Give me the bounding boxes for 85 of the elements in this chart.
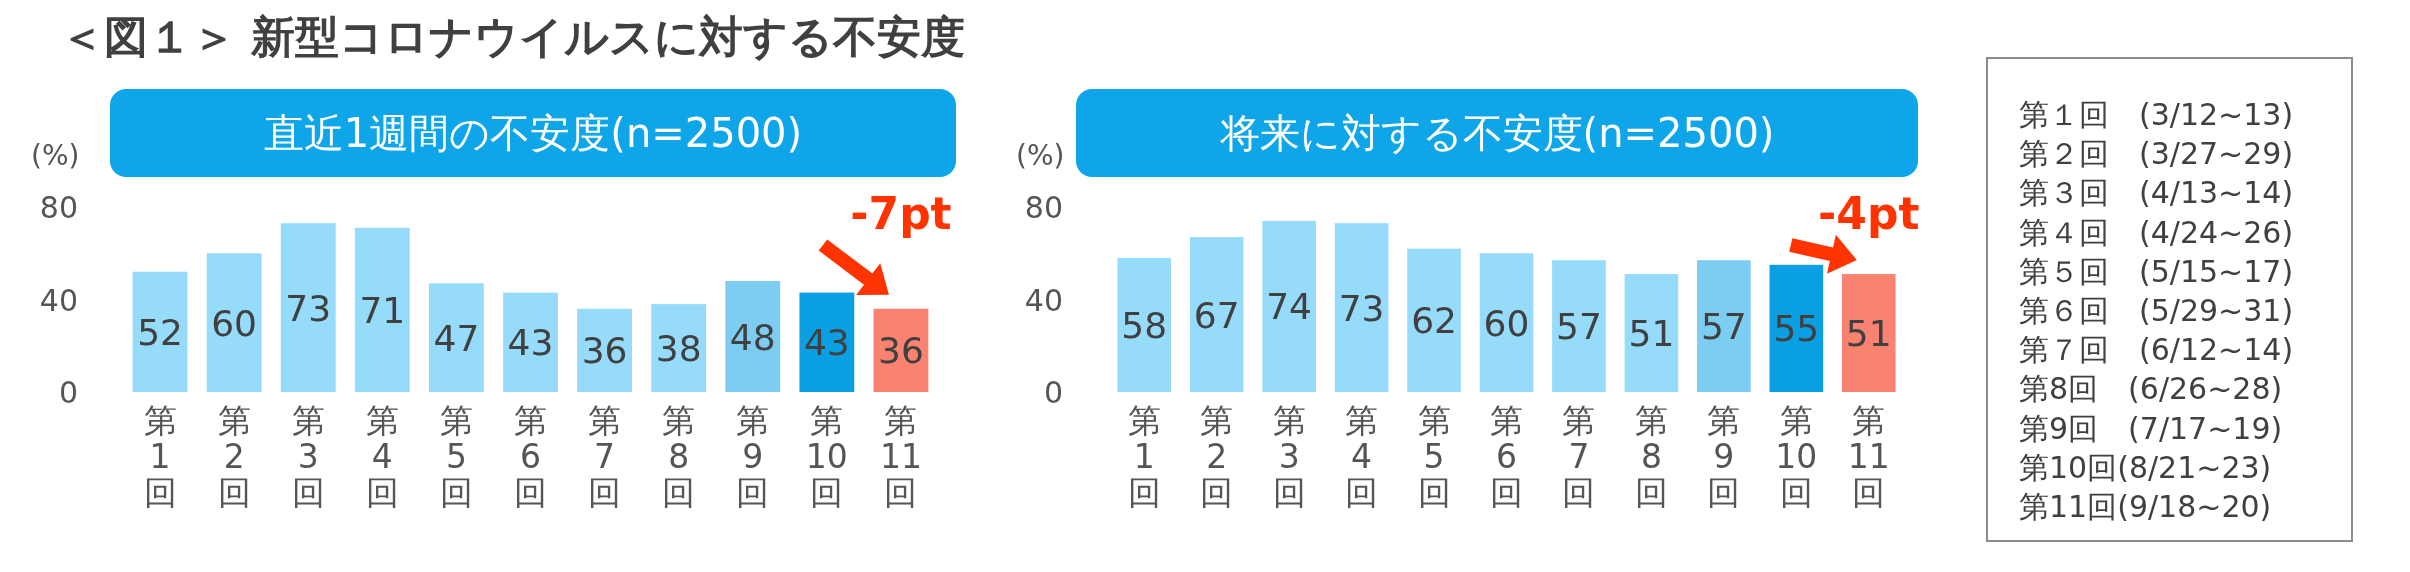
bar (1624, 274, 1679, 392)
x-tick-label: 第4回 (1345, 401, 1379, 512)
x-tick-label: 第11回 (879, 401, 922, 512)
y-tick-label: 80 (1024, 190, 1063, 225)
data-label: 36 (581, 330, 628, 372)
data-label: 57 (1700, 306, 1747, 348)
y-tick-label: 0 (1043, 375, 1063, 410)
data-label: 43 (803, 322, 850, 364)
bar (1262, 220, 1316, 392)
bar (354, 227, 410, 392)
y-tick-label: 40 (39, 282, 78, 318)
text: 第8回 (6/26~28) (2019, 371, 2283, 407)
data-label: 55 (1773, 308, 1820, 350)
data-label: 57 (1556, 306, 1602, 348)
x-tick-label: 第3回 (1272, 401, 1306, 512)
x-tick-label: 第1回 (1127, 401, 1161, 512)
annotation: -4pt (1818, 188, 1920, 239)
bar (1697, 260, 1751, 392)
bar (1479, 253, 1534, 392)
bar (132, 271, 188, 392)
text: 第11回(9/18~20) (2019, 489, 2272, 524)
data-label: 73 (285, 287, 332, 329)
bar (1189, 237, 1244, 392)
x-tick-label: 第7回 (588, 401, 622, 512)
x-tick-label: 第10回 (805, 401, 848, 512)
bar (206, 253, 262, 392)
bar (1334, 223, 1389, 392)
data-label: 74 (1266, 286, 1313, 328)
x-tick-label: 第8回 (662, 401, 696, 512)
bar (725, 281, 781, 392)
text: 第４回 (4/24~26) (2019, 214, 2294, 250)
data-label: 47 (433, 317, 480, 359)
data-label: 51 (1628, 313, 1675, 355)
x-tick-label: 第2回 (217, 401, 251, 512)
data-label: 62 (1411, 300, 1457, 342)
bar (1407, 248, 1461, 392)
data-label: 48 (729, 316, 776, 358)
data-label: 36 (878, 330, 924, 372)
data-label: 60 (211, 302, 258, 344)
y-tick-label: 40 (1024, 282, 1063, 318)
x-tick-label: 第10回 (1775, 401, 1818, 512)
data-label: 51 (1845, 313, 1892, 355)
x-tick-label: 第11回 (1847, 401, 1890, 512)
y-tick-label: 0 (58, 375, 78, 410)
y-axis-title: (%) (31, 139, 80, 172)
x-tick-label: 第6回 (1490, 401, 1523, 512)
bar (280, 223, 336, 392)
x-tick-label: 第4回 (365, 401, 399, 512)
x-tick-label: 第2回 (1200, 401, 1234, 512)
x-tick-label: 第3回 (291, 401, 325, 512)
data-label: 58 (1121, 304, 1168, 346)
annotation: -7pt (850, 188, 952, 239)
bar (1117, 257, 1172, 392)
x-tick-label: 第5回 (1417, 401, 1451, 512)
data-label: 43 (507, 322, 554, 364)
x-tick-label: 第5回 (439, 401, 473, 512)
x-tick-label: 第1回 (143, 401, 177, 512)
text: 第５回 (5/15~17) (2019, 253, 2294, 289)
x-tick-label: 第7回 (1562, 401, 1596, 512)
text: 第9回 (7/17~19) (2019, 410, 2283, 446)
data-label: 38 (655, 328, 702, 370)
bar (1841, 274, 1896, 392)
data-label: 60 (1483, 302, 1530, 344)
text: 第６回 (5/29~31) (2019, 293, 2294, 328)
x-tick-label: 第6回 (514, 401, 547, 512)
x-tick-label: 第8回 (1634, 401, 1668, 512)
text: 第１回 (3/12~13) (2019, 97, 2294, 132)
text: 第７回 (6/12~14) (2019, 332, 2294, 368)
data-label: 67 (1193, 294, 1240, 336)
y-tick-label: 80 (39, 190, 78, 225)
data-label: 71 (359, 289, 406, 331)
y-axis-title: (%) (1016, 139, 1065, 172)
title: 将来に対する不安度(n=2500) (1219, 110, 1775, 156)
bar (429, 283, 484, 392)
title: ＜図１＞ 新型コロナウイルスに対する不安度 (60, 11, 966, 62)
data-label: 52 (137, 311, 183, 353)
text: 第２回 (3/27~29) (2019, 136, 2294, 172)
x-tick-label: 第9回 (736, 401, 770, 512)
data-label: 73 (1338, 287, 1385, 329)
x-tick-label: 第9回 (1707, 401, 1741, 512)
bar (1552, 260, 1606, 392)
subtitle: 直近1週間の不安度(n=2500) (263, 110, 803, 156)
bar (503, 292, 558, 392)
text: 第10回(8/21~23) (2019, 449, 2272, 485)
text: 第３回 (4/13~14) (2019, 175, 2294, 211)
